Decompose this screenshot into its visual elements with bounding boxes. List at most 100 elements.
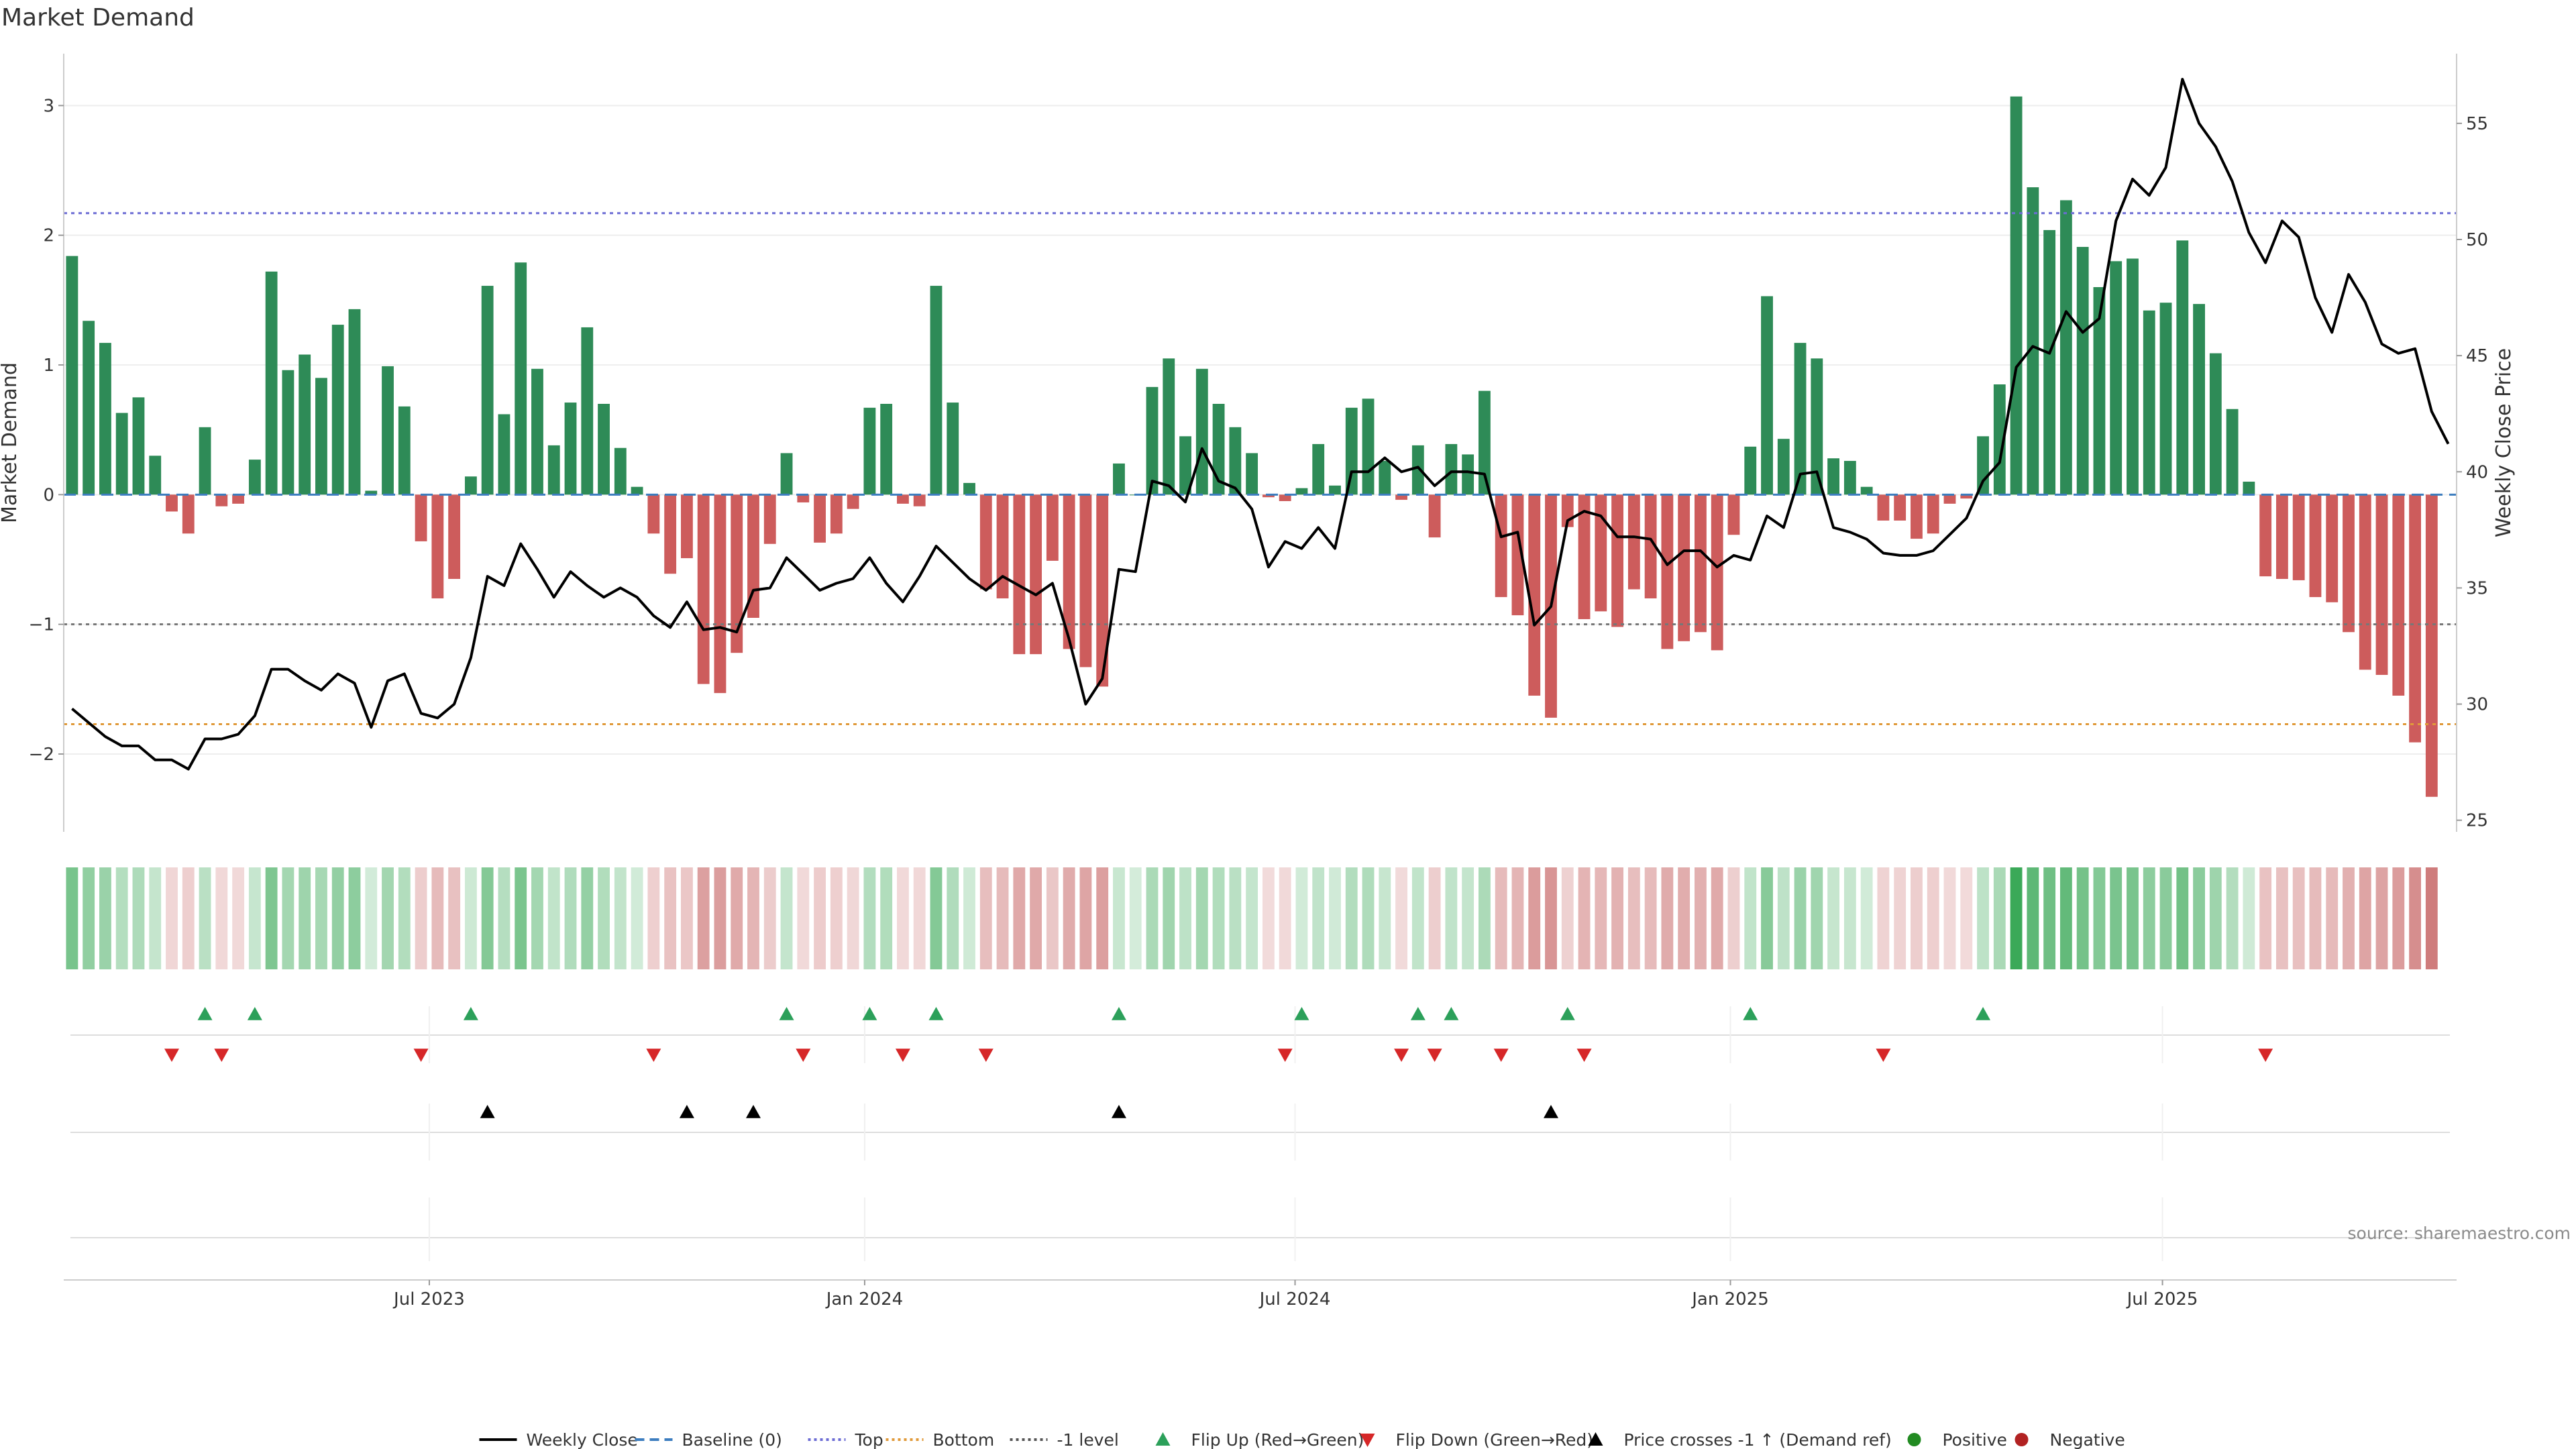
demand-strip-cell bbox=[1744, 867, 1757, 969]
demand-bar-negative bbox=[182, 494, 195, 534]
demand-strip-cell bbox=[1113, 867, 1125, 969]
demand-bars bbox=[66, 96, 2438, 797]
flip-down-marker bbox=[413, 1049, 429, 1062]
demand-bar-positive bbox=[1827, 458, 1840, 495]
demand-strip-cell bbox=[979, 867, 992, 969]
demand-strip-cell bbox=[1129, 867, 1142, 969]
demand-bar-negative bbox=[897, 494, 909, 504]
demand-strip-cell bbox=[2343, 867, 2355, 969]
demand-bar-positive bbox=[2127, 258, 2139, 495]
demand-strip-cell bbox=[299, 867, 311, 969]
demand-bar-positive bbox=[531, 368, 543, 495]
demand-strip-cell bbox=[464, 867, 477, 969]
y-right-tick-label: 50 bbox=[2466, 230, 2488, 250]
demand-strip-cell bbox=[680, 867, 693, 969]
demand-bar-positive bbox=[863, 407, 876, 495]
demand-bar-negative bbox=[2343, 494, 2355, 633]
demand-strip-cell bbox=[1627, 867, 1640, 969]
demand-bar-negative bbox=[1727, 494, 1740, 535]
demand-strip-cell bbox=[1860, 867, 1873, 969]
legend-label: Baseline (0) bbox=[682, 1430, 782, 1449]
demand-strip-cell bbox=[1877, 867, 1890, 969]
demand-strip-cell bbox=[1179, 867, 1191, 969]
demand-strip-cell bbox=[2209, 867, 2222, 969]
demand-strip-cell bbox=[215, 867, 228, 969]
demand-bar-negative bbox=[1627, 494, 1640, 590]
source-credit: source: sharemaestro.com bbox=[2348, 1224, 2571, 1243]
demand-strip-cell bbox=[1960, 867, 1973, 969]
demand-strip-cell bbox=[1279, 867, 1291, 969]
demand-strip-cell bbox=[731, 867, 743, 969]
demand-bar-positive bbox=[1977, 436, 1989, 495]
demand-strip-cell bbox=[83, 867, 95, 969]
demand-strip-cell bbox=[2359, 867, 2371, 969]
demand-strip-cell bbox=[1379, 867, 1391, 969]
x-tick-label: Jul 2024 bbox=[1258, 1289, 1331, 1309]
demand-strip-cell bbox=[863, 867, 876, 969]
chart-title: Market Demand bbox=[1, 4, 195, 32]
flip-up-marker bbox=[928, 1007, 944, 1020]
demand-strip-cell bbox=[996, 867, 1009, 969]
demand-bar-negative bbox=[1927, 494, 1939, 534]
demand-bar-positive bbox=[2176, 240, 2189, 495]
demand-bar-negative bbox=[1711, 494, 1723, 651]
demand-bar-positive bbox=[1345, 407, 1358, 495]
legend-item: Bottom bbox=[885, 1430, 994, 1449]
demand-bar-negative bbox=[1894, 494, 1907, 521]
demand-strip-cell bbox=[1943, 867, 1956, 969]
demand-strip-cell bbox=[581, 867, 594, 969]
y-left-tick-label: 3 bbox=[43, 96, 54, 116]
demand-bar-negative bbox=[1528, 494, 1541, 696]
legend-label: Flip Up (Red→Green) bbox=[1191, 1430, 1364, 1449]
demand-bar-positive bbox=[547, 445, 560, 495]
price-cross-marker bbox=[480, 1105, 495, 1118]
flip-up-marker bbox=[197, 1007, 213, 1020]
demand-bar-negative bbox=[232, 494, 245, 504]
legend-item: Flip Up (Red→Green) bbox=[1155, 1430, 1364, 1449]
demand-strip-cell bbox=[930, 867, 943, 969]
demand-strip-cell bbox=[2059, 867, 2072, 969]
legend-triangle-up-icon bbox=[1155, 1432, 1171, 1446]
demand-strip-cell bbox=[1927, 867, 1939, 969]
demand-bar-positive bbox=[1146, 386, 1159, 495]
demand-bar-positive bbox=[1163, 358, 1175, 495]
demand-bar-negative bbox=[1877, 494, 1890, 521]
demand-bar-positive bbox=[515, 262, 527, 495]
x-tick-label: Jul 2025 bbox=[2126, 1289, 2198, 1309]
demand-bar-negative bbox=[2275, 494, 2288, 579]
demand-strip-cell bbox=[1163, 867, 1175, 969]
demand-strip-cell bbox=[1246, 867, 1258, 969]
legend-label: Flip Down (Green→Red) bbox=[1396, 1430, 1594, 1449]
demand-bar-negative bbox=[1013, 494, 1026, 655]
demand-strip-cell bbox=[564, 867, 577, 969]
demand-bar-negative bbox=[1911, 494, 1923, 539]
demand-strip-cell bbox=[1911, 867, 1923, 969]
demand-strip-cell bbox=[897, 867, 909, 969]
demand-strip-cell bbox=[1195, 867, 1208, 969]
demand-bar-positive bbox=[398, 406, 411, 495]
legend-label: -1 level bbox=[1057, 1430, 1119, 1449]
demand-strip-cell bbox=[1079, 867, 1092, 969]
demand-bar-positive bbox=[2059, 200, 2072, 495]
demand-strip-cell bbox=[2309, 867, 2322, 969]
demand-strip-cell bbox=[2375, 867, 2388, 969]
legend-triangle-down-icon bbox=[1360, 1434, 1375, 1447]
demand-bar-negative bbox=[2425, 494, 2438, 797]
demand-strip-cell bbox=[1262, 867, 1275, 969]
demand-strip-cell bbox=[2093, 867, 2106, 969]
price-cross-marker bbox=[745, 1105, 761, 1118]
demand-bar-negative bbox=[1046, 494, 1059, 561]
flip-up-marker bbox=[1410, 1007, 1426, 1020]
demand-strip-cell bbox=[265, 867, 278, 969]
demand-strip-cell bbox=[647, 867, 660, 969]
demand-bar-negative bbox=[763, 494, 776, 544]
demand-bar-positive bbox=[1329, 485, 1341, 495]
demand-bar-negative bbox=[797, 494, 810, 502]
demand-strip-cell bbox=[282, 867, 294, 969]
demand-bar-negative bbox=[697, 494, 710, 684]
demand-strip-cell bbox=[331, 867, 344, 969]
demand-bar-negative bbox=[996, 494, 1009, 598]
demand-strip-cell bbox=[814, 867, 826, 969]
demand-bar-positive bbox=[248, 460, 261, 495]
demand-bar-positive bbox=[348, 309, 361, 495]
